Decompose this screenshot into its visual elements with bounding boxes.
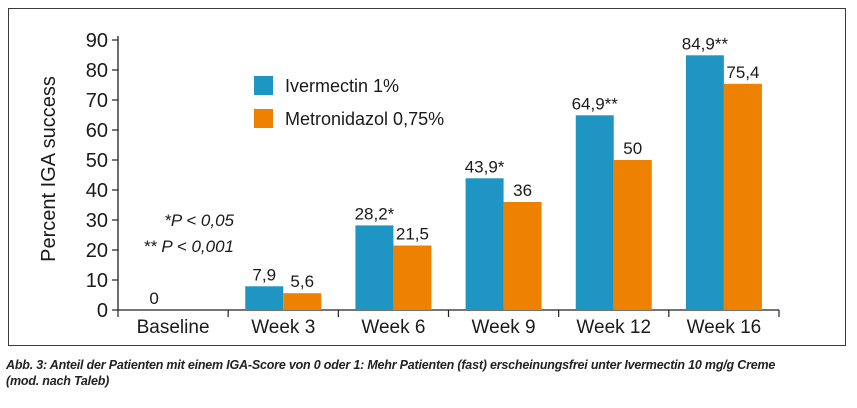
- y-tick-label: 20: [86, 240, 108, 262]
- y-tick-label: 50: [86, 150, 108, 172]
- y-tick-label: 80: [86, 60, 108, 82]
- y-axis-label: Percent IGA success: [38, 76, 60, 262]
- legend-label: Ivermectin 1%: [285, 76, 399, 96]
- bar: [613, 160, 652, 310]
- annotations: *P < 0,05 ** P < 0,001: [143, 211, 234, 256]
- y-tick-label: 0: [97, 300, 108, 322]
- data-label: 84,9**: [682, 34, 729, 53]
- data-label: 64,9**: [572, 94, 619, 113]
- bar: [503, 202, 542, 310]
- data-label: 50: [623, 139, 642, 158]
- y-tick-label: 70: [86, 90, 108, 112]
- x-tick-label: Baseline: [137, 317, 210, 338]
- annotation: ** P < 0,001: [143, 237, 234, 256]
- data-label: 5,6: [290, 272, 314, 291]
- x-tick-label: Week 6: [361, 317, 425, 338]
- y-tick-label: 40: [86, 180, 108, 202]
- x-tick-label: Week 12: [576, 317, 651, 338]
- bar-chart: 0 10 20 30 40 50 60 70 80 90 0 7,9 5,6 28,2*21,5 43,9…: [38, 30, 780, 338]
- data-label: 7,9: [252, 265, 276, 284]
- bar: [355, 225, 394, 310]
- bar: [575, 115, 614, 310]
- data-label: 36: [513, 181, 532, 200]
- data-label: 43,9*: [465, 157, 505, 176]
- y-tick-label: 90: [86, 30, 108, 52]
- chart-frame: 0 10 20 30 40 50 60 70 80 90 0 7,9 5,6 28,2* 21,5 43,9…: [8, 8, 846, 346]
- caption-line-1: Abb. 3: Anteil der Patienten mit einem I…: [6, 358, 776, 372]
- bar: [685, 55, 724, 310]
- x-tick-label: Week 3: [251, 317, 315, 338]
- x-tick-label: Week 9: [472, 317, 536, 338]
- figure-caption: Abb. 3: Anteil der Patienten mit einem I…: [6, 357, 851, 389]
- axes: [117, 36, 779, 311]
- bar: [245, 286, 284, 310]
- data-label: 28,2*: [355, 204, 395, 223]
- legend-swatch: [254, 109, 273, 128]
- y-ticks: 0 10 20 30 40 50 60 70 80 90: [86, 30, 118, 322]
- bar: [723, 83, 762, 310]
- legend-swatch: [254, 76, 273, 95]
- y-tick-label: 30: [86, 210, 108, 232]
- bar: [465, 178, 504, 310]
- annotation: *P < 0,05: [164, 211, 234, 230]
- x-tick-label: Week 16: [687, 317, 762, 338]
- bar: [283, 293, 322, 310]
- y-tick-label: 10: [86, 270, 108, 292]
- legend: Ivermectin 1% Metronidazol 0,75%: [254, 76, 444, 129]
- x-ticks: Baseline Week 3 Week 6 Week 9 Week 12 Week 16: [117, 310, 780, 338]
- caption-line-2: (mod. nach Taleb): [6, 374, 110, 388]
- data-label: 0: [149, 289, 158, 308]
- data-label: 21,5: [396, 225, 429, 244]
- data-labels: 0 7,9 5,6 28,2*21,5 43,9* 36 64,9** 50 84,9** 75,…: [149, 34, 759, 308]
- bar: [393, 245, 432, 310]
- bars: [245, 55, 762, 310]
- legend-label: Metronidazol 0,75%: [285, 109, 444, 129]
- data-label: 75,4: [726, 63, 759, 82]
- y-tick-label: 60: [86, 120, 108, 142]
